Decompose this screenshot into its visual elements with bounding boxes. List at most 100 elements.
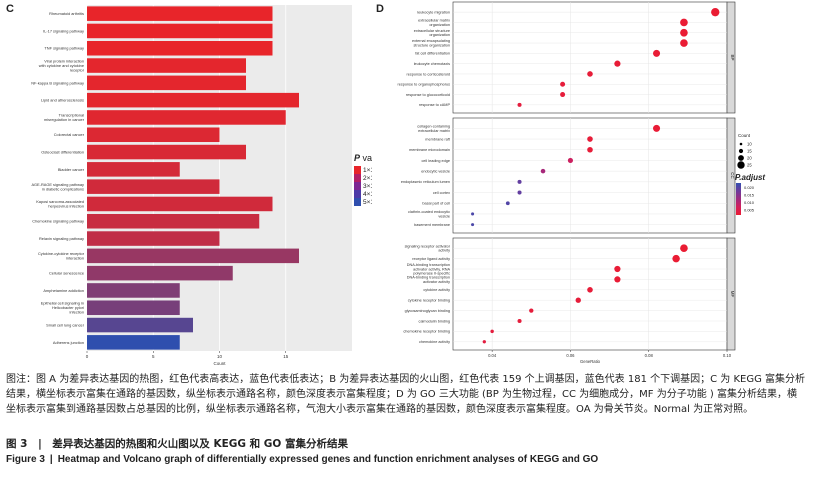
- go-term-point: [482, 340, 486, 344]
- size-legend-dot: [738, 155, 744, 161]
- category-label: IL-17 signaling pathway: [43, 28, 84, 33]
- go-term-point: [567, 157, 574, 164]
- go-term-label: receptor ligand activity: [412, 257, 450, 261]
- go-term-point: [540, 168, 546, 174]
- facet-strip: [726, 1, 736, 114]
- go-term-point: [680, 28, 688, 37]
- category-label: Transcriptional misregulation in cancer: [44, 113, 85, 123]
- category-label: Adherens junction: [53, 340, 84, 345]
- size-legend-dot: [738, 148, 744, 154]
- category-label: Cytokine-cytokine receptor interaction: [38, 251, 85, 261]
- x-tick-label: 15: [283, 354, 289, 359]
- color-legend-label: 0.015: [744, 193, 755, 198]
- facet-panel: [452, 117, 728, 234]
- go-term-point: [560, 81, 566, 87]
- bar: [87, 75, 246, 91]
- legend-label: 1×10⁻⁴: [363, 167, 372, 174]
- size-legend-label: 15: [747, 149, 752, 154]
- go-term-label: chemokine receptor binding: [403, 330, 450, 334]
- figure-caption: 图注：图 A 为差异表达基因的热图，红色代表高表达，蓝色代表低表达；B 为差异表…: [6, 372, 806, 417]
- go-term-label: cytokine receptor binding: [408, 299, 450, 303]
- category-label: Viral protein interaction with cytokine a…: [39, 58, 85, 72]
- legend-swatch: [354, 166, 361, 174]
- figure-title-chinese: 图 3 | 差异表达基因的热图和火山图以及 KEGG 和 GO 富集分析结果: [6, 438, 349, 450]
- go-term-label: endoplasmic reticulum lumen: [401, 180, 450, 184]
- bar: [87, 196, 273, 212]
- go-term-label: leukocyte chemotaxis: [414, 62, 450, 66]
- bar: [87, 58, 246, 73]
- go-term-point: [529, 308, 534, 313]
- bar: [87, 92, 299, 108]
- bar: [87, 265, 233, 281]
- go-term-label: cell leading edge: [422, 159, 451, 163]
- bar: [87, 6, 273, 21]
- legend-title: P value: [354, 153, 372, 163]
- go-term-label: cell cortex: [433, 191, 450, 195]
- caption-text: 图注：图 A 为差异表达基因的热图，红色代表高表达，蓝色代表低表达；B 为差异表…: [6, 374, 806, 415]
- category-label: Epithelial cell signaling in Helicobacter…: [41, 301, 84, 315]
- go-term-point: [560, 92, 566, 98]
- legend-swatch: [354, 190, 361, 198]
- go-term-point: [517, 190, 522, 195]
- bar: [87, 335, 180, 350]
- go-term-label: signaling receptor activator activity: [405, 244, 451, 252]
- go-term-label: calmodulin binding: [419, 319, 450, 323]
- go-term-label: leukocyte migration: [417, 10, 450, 14]
- legend-label: 4×10⁻⁴: [363, 191, 372, 198]
- go-term-point: [587, 71, 593, 77]
- size-legend-title: Count: [738, 133, 751, 138]
- facet-label: BP: [730, 54, 735, 60]
- color-legend-bar: [736, 183, 741, 215]
- bar: [87, 162, 180, 177]
- go-term-label: membrane raft: [425, 137, 451, 141]
- go-term-label: clathrin-coated endocytic vesicle: [408, 210, 450, 218]
- go-term-label: chemokine activity: [419, 340, 450, 344]
- x-tick-label: 0: [86, 354, 89, 359]
- go-term-point: [587, 287, 593, 293]
- go-term-point: [680, 39, 688, 47]
- facet-strip: [726, 237, 736, 351]
- go-term-label: collagen-containing extracellular matrix: [417, 125, 450, 133]
- x-tick-label: 0.06: [566, 353, 575, 358]
- go-term-label: DNA-binding transcription activator activ…: [407, 263, 451, 276]
- go-term-label: cytokine activity: [423, 288, 450, 292]
- go-term-point: [711, 7, 720, 17]
- bar: [87, 23, 273, 39]
- size-legend-dot: [739, 142, 743, 146]
- bar: [87, 40, 273, 56]
- go-term-point: [614, 276, 621, 283]
- go-term-point: [517, 318, 522, 324]
- go-term-point: [653, 49, 661, 57]
- go-term-label: DNA-binding transcription activator activ…: [407, 276, 450, 284]
- legend-swatch: [354, 174, 361, 182]
- go-term-label: basal part of cell: [422, 202, 450, 206]
- go-term-label: extracellular matrix organization: [418, 19, 450, 27]
- category-label: Colorectal cancer: [54, 132, 85, 137]
- facet-label: MF: [730, 291, 735, 298]
- x-tick-label: 10: [217, 354, 223, 359]
- figure-title-english: Figure 3 | Heatmap and Volcano graph of …: [6, 454, 599, 465]
- facet-strip: [726, 117, 736, 234]
- go-term-point: [517, 102, 522, 107]
- legend-label: 2×10⁻⁴: [363, 175, 372, 182]
- go-term-point: [517, 179, 522, 184]
- panel-c-letter: C: [6, 3, 14, 15]
- color-legend-label: 0.005: [744, 208, 755, 213]
- x-tick-label: 0.08: [645, 353, 654, 358]
- go-term-label: external encapsulating structure organiza…: [412, 39, 450, 47]
- category-label: Kaposi sarcoma-associated herpesvirus inf…: [36, 199, 84, 209]
- go-dot-plot: BP leukocyte migration extracellular matri…: [397, 1, 765, 364]
- go-term-label: response to glucocorticoid: [406, 93, 450, 97]
- go-term-point: [575, 297, 581, 303]
- go-term-point: [587, 146, 593, 153]
- go-term-label: membrane microdomain: [409, 148, 450, 152]
- category-label: NF-kappa B signaling pathway: [31, 80, 84, 85]
- facet-panel: [452, 237, 728, 351]
- category-label: AGE-RAGE signaling pathway in diabetic co…: [31, 182, 84, 192]
- go-term-label: response to cAMP: [419, 103, 450, 107]
- bar: [87, 144, 246, 160]
- bar: [87, 283, 180, 298]
- go-term-label: fat cell differentiation: [415, 52, 450, 56]
- go-term-point: [653, 124, 661, 132]
- x-tick-label: 0.10: [723, 353, 732, 358]
